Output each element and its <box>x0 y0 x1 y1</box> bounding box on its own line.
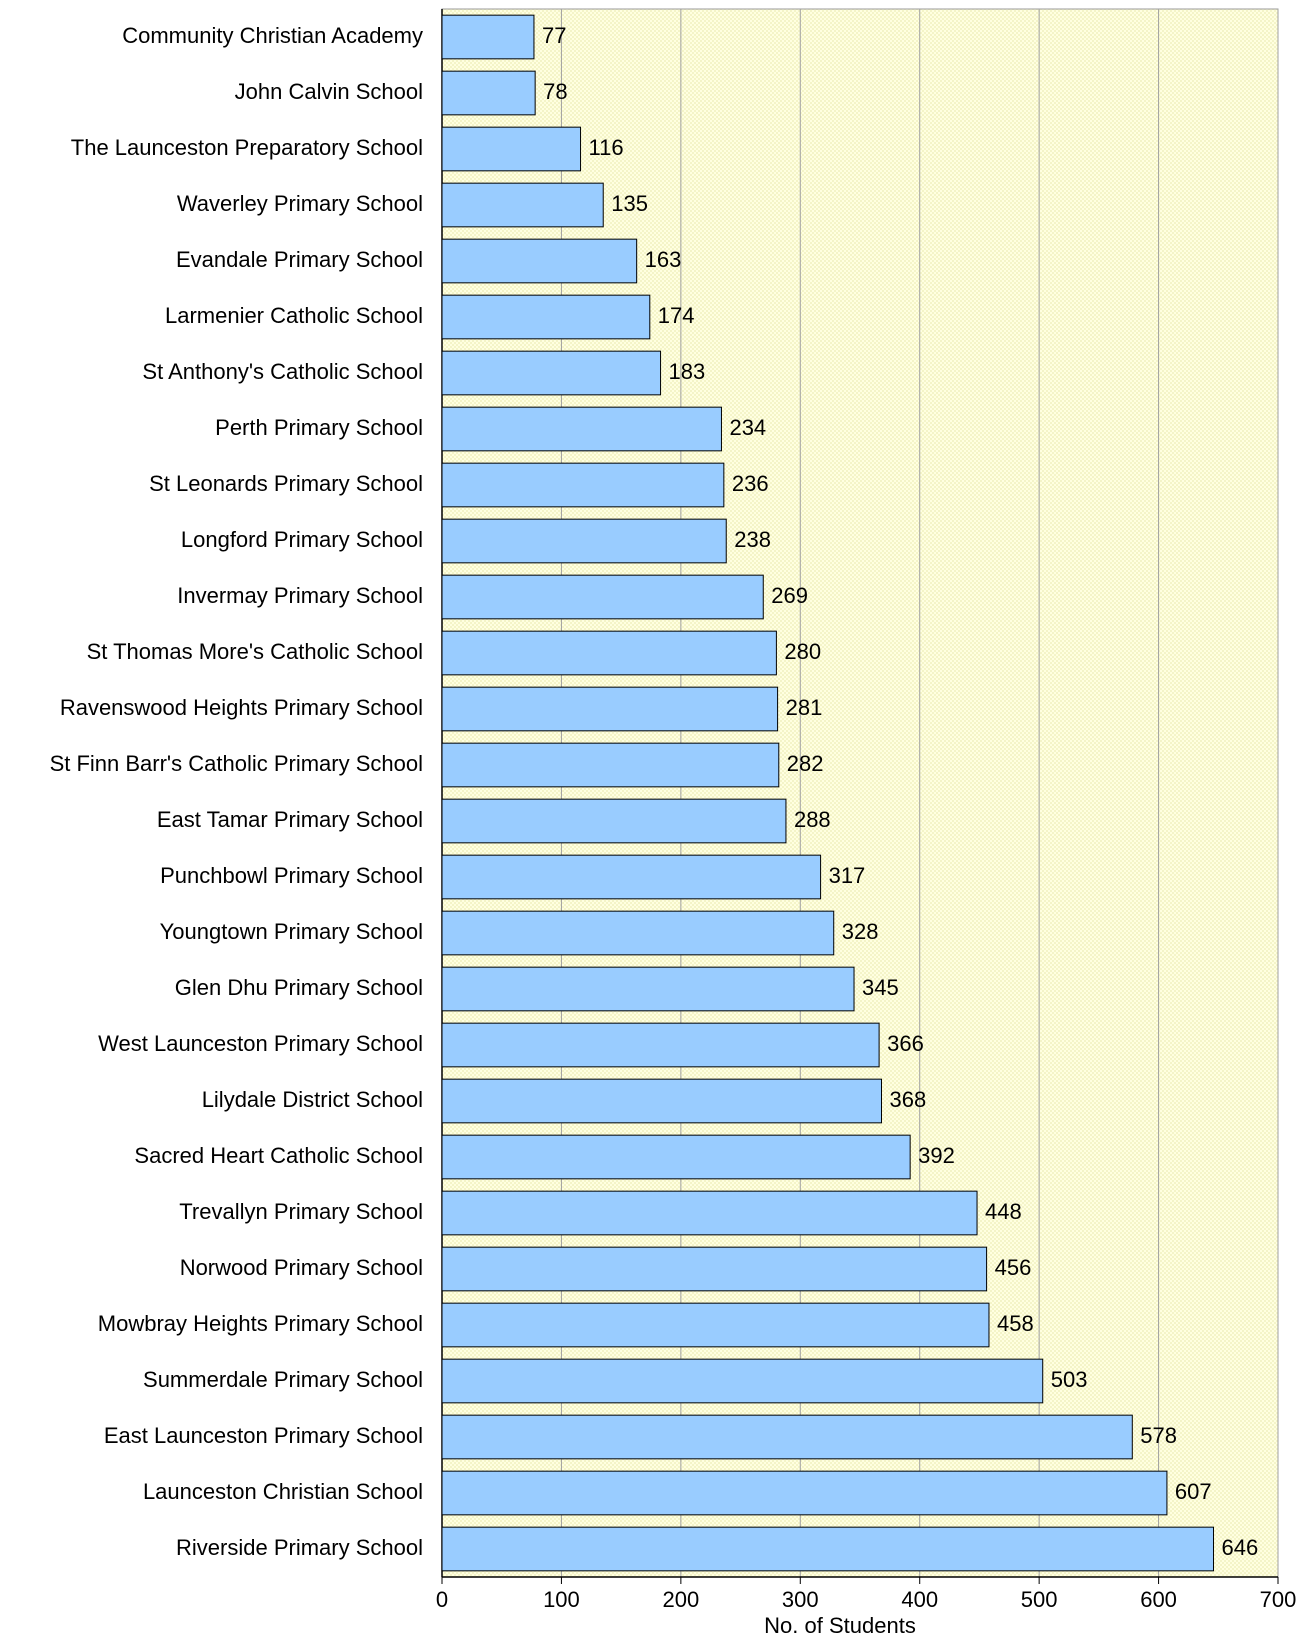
data-label: 78 <box>543 79 567 104</box>
data-label: 503 <box>1051 1367 1088 1392</box>
bar <box>441 1526 1215 1572</box>
y-tick-label: West Launceston Primary School <box>98 1031 423 1056</box>
bar <box>441 350 662 396</box>
y-tick-label: Community Christian Academy <box>122 23 423 48</box>
data-label: 282 <box>787 751 824 776</box>
y-tick-label: Launceston Christian School <box>143 1479 423 1504</box>
y-tick-label: Lilydale District School <box>202 1087 423 1112</box>
bar <box>441 1358 1044 1404</box>
y-tick-label: Evandale Primary School <box>176 247 423 272</box>
data-label: 317 <box>829 863 866 888</box>
bar <box>441 70 536 116</box>
data-label: 236 <box>732 471 769 496</box>
x-tick-label: 300 <box>782 1587 819 1612</box>
bar <box>441 630 777 676</box>
y-tick-label: John Calvin School <box>235 79 423 104</box>
y-tick-label: Waverley Primary School <box>177 191 423 216</box>
data-label: 458 <box>997 1311 1034 1336</box>
data-label: 269 <box>771 583 808 608</box>
bar <box>441 966 855 1012</box>
x-tick-label: 100 <box>543 1587 580 1612</box>
bar <box>441 182 604 228</box>
y-tick-label: Sacred Heart Catholic School <box>134 1143 423 1168</box>
bar <box>441 294 651 340</box>
bar <box>441 238 638 284</box>
data-label: 280 <box>784 639 821 664</box>
x-tick-label: 400 <box>901 1587 938 1612</box>
x-tick-label: 600 <box>1140 1587 1177 1612</box>
data-label: 234 <box>729 415 766 440</box>
data-label: 183 <box>669 359 706 384</box>
y-tick-label: Youngtown Primary School <box>160 919 423 944</box>
data-label: 392 <box>918 1143 955 1168</box>
bar <box>441 1414 1133 1460</box>
y-tick-label: Mowbray Heights Primary School <box>98 1311 423 1336</box>
data-label: 288 <box>794 807 831 832</box>
y-tick-label: Larmenier Catholic School <box>165 303 423 328</box>
data-label: 448 <box>985 1199 1022 1224</box>
data-label: 77 <box>542 23 566 48</box>
data-label: 366 <box>887 1031 924 1056</box>
data-label: 328 <box>842 919 879 944</box>
data-label: 646 <box>1222 1535 1259 1560</box>
data-label: 368 <box>889 1087 926 1112</box>
data-label: 163 <box>645 247 682 272</box>
x-axis-title: No. of Students <box>764 1613 916 1636</box>
y-tick-label: Ravenswood Heights Primary School <box>60 695 423 720</box>
x-tick-label: 200 <box>662 1587 699 1612</box>
y-tick-label: Glen Dhu Primary School <box>175 975 423 1000</box>
data-label: 456 <box>995 1255 1032 1280</box>
data-label: 116 <box>589 135 624 160</box>
bar <box>441 1246 988 1292</box>
y-tick-label: St Anthony's Catholic School <box>142 359 423 384</box>
bar <box>441 742 780 788</box>
bar <box>441 1022 880 1068</box>
bar <box>441 798 787 844</box>
bar <box>441 1470 1168 1516</box>
data-label: 345 <box>862 975 899 1000</box>
bar <box>441 1078 882 1124</box>
bar <box>441 910 835 956</box>
data-label: 607 <box>1175 1479 1212 1504</box>
data-label: 238 <box>734 527 771 552</box>
y-tick-label: Longford Primary School <box>181 527 423 552</box>
y-tick-label: The Launceston Preparatory School <box>71 135 423 160</box>
y-tick-label: Trevallyn Primary School <box>179 1199 423 1224</box>
bar <box>441 1190 978 1236</box>
x-tick-label: 700 <box>1260 1587 1297 1612</box>
y-tick-label: Norwood Primary School <box>180 1255 423 1280</box>
bar <box>441 854 822 900</box>
bar <box>441 574 764 620</box>
bar <box>441 1134 911 1180</box>
y-tick-label: Invermay Primary School <box>177 583 423 608</box>
data-label: 174 <box>658 303 695 328</box>
x-tick-label: 0 <box>436 1587 448 1612</box>
y-tick-label: Riverside Primary School <box>176 1535 423 1560</box>
bar <box>441 406 722 452</box>
y-tick-label: East Tamar Primary School <box>157 807 423 832</box>
y-tick-label: St Finn Barr's Catholic Primary School <box>50 751 423 776</box>
bar <box>441 126 582 172</box>
bar <box>441 14 535 60</box>
bar <box>441 1302 990 1348</box>
data-label: 281 <box>786 695 823 720</box>
y-tick-label: East Launceston Primary School <box>104 1423 423 1448</box>
bar <box>441 686 779 732</box>
bar <box>441 462 725 508</box>
x-tick-label: 500 <box>1021 1587 1058 1612</box>
y-tick-label: Summerdale Primary School <box>143 1367 423 1392</box>
data-label: 135 <box>611 191 648 216</box>
y-tick-label: Perth Primary School <box>215 415 423 440</box>
y-tick-label: St Thomas More's Catholic School <box>87 639 423 664</box>
y-tick-label: St Leonards Primary School <box>149 471 423 496</box>
data-label: 578 <box>1140 1423 1177 1448</box>
bar <box>441 518 727 564</box>
y-tick-label: Punchbowl Primary School <box>160 863 423 888</box>
